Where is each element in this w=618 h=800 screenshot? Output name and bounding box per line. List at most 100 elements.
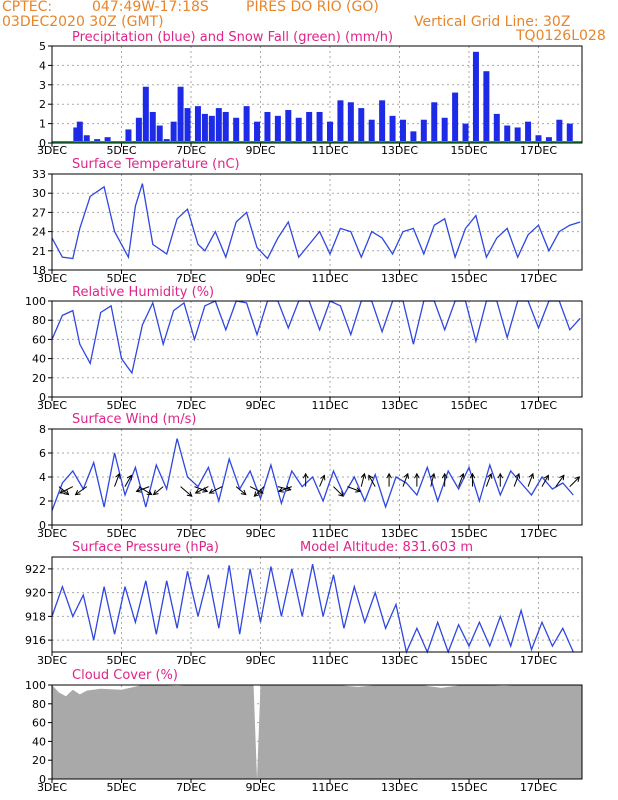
wind-arrow (135, 486, 150, 493)
precip-bar (83, 135, 90, 143)
cloud-area (52, 685, 582, 779)
wind-arrow (59, 486, 74, 494)
y-tick-label: 20 (32, 754, 46, 767)
y-tick-label: 30 (32, 187, 46, 200)
x-tick-label: 13DEC (381, 144, 418, 157)
x-tick-label: 13DEC (381, 654, 418, 667)
wind-arrow (74, 486, 88, 496)
series-line (51, 438, 574, 511)
precip-bar (556, 119, 563, 143)
precip-bar (184, 108, 191, 143)
y-tick-label: 6 (39, 447, 46, 460)
precip-bar (194, 106, 201, 143)
header-code: TQ0126L028 (516, 28, 606, 44)
x-tick-label: 5DEC (106, 272, 136, 285)
x-tick-label: 17DEC (520, 781, 557, 794)
precip-bar (525, 121, 532, 143)
precip-bar (441, 117, 448, 143)
y-tick-label: 1 (39, 118, 46, 131)
precip-bar (264, 111, 271, 143)
x-tick-label: 3DEC (37, 399, 67, 412)
header-source: CPTEC: (2, 0, 53, 15)
x-tick-label: 7DEC (176, 654, 206, 667)
x-tick-label: 7DEC (176, 272, 206, 285)
precip-bar (135, 117, 142, 143)
x-tick-label: 13DEC (381, 781, 418, 794)
precip-bar (368, 119, 375, 143)
y-tick-label: 100 (25, 679, 46, 692)
precip-bar (358, 108, 365, 143)
precip-bar (514, 127, 521, 143)
plot-frame (51, 173, 583, 271)
x-tick-label: 11DEC (311, 399, 348, 412)
precip-bar (243, 106, 250, 143)
series-line (51, 300, 581, 375)
precip-bar (399, 119, 406, 143)
x-tick-label: 7DEC (176, 781, 206, 794)
x-tick-label: 7DEC (176, 399, 206, 412)
precip-bar (431, 102, 438, 143)
precip-bar (545, 137, 552, 143)
series-line (51, 183, 581, 260)
x-tick-label: 11DEC (311, 272, 348, 285)
precip-bar (73, 127, 80, 143)
precip-bar (215, 108, 222, 143)
wind-arrow (569, 476, 581, 487)
x-tick-label: 9DEC (245, 781, 275, 794)
y-tick-label: 40 (32, 353, 46, 366)
wind-arrow (235, 486, 247, 496)
header-coords: 047:49W-17:18S (92, 0, 209, 15)
precip-bar (410, 131, 417, 143)
wind-arrow (194, 486, 209, 494)
x-tick-label: 15DEC (450, 399, 487, 412)
wind-arrow (152, 486, 164, 496)
y-tick-label: 27 (32, 206, 46, 219)
header-run: 03DEC2020 30Z (GMT) (2, 14, 164, 30)
x-tick-label: 9DEC (245, 144, 275, 157)
x-tick-label: 5DEC (106, 144, 136, 157)
x-tick-label: 5DEC (106, 654, 136, 667)
wind-arrow (277, 486, 292, 493)
x-tick-label: 3DEC (37, 272, 67, 285)
wind-arrow (208, 486, 223, 494)
wind-arrow (333, 486, 344, 497)
wind-arrow (441, 472, 448, 487)
panel-title: Cloud Cover (%) (72, 668, 178, 683)
x-tick-label: 9DEC (245, 272, 275, 285)
x-tick-label: 9DEC (245, 654, 275, 667)
x-tick-label: 13DEC (381, 272, 418, 285)
x-tick-label: 17DEC (520, 654, 557, 667)
panel-5: 0 20 40 60 80 100 3DEC 5DEC 7DEC 9DEC 11DEC 13DEC 15… (25, 668, 583, 794)
wind-arrow (527, 472, 535, 487)
x-tick-label: 11DEC (311, 654, 348, 667)
x-tick-label: 15DEC (450, 272, 487, 285)
wind-arrow (414, 472, 420, 487)
precip-bar (285, 110, 292, 143)
y-tick-label: 100 (25, 295, 46, 308)
precip-bar (177, 86, 184, 143)
y-tick-label: 33 (32, 168, 46, 181)
y-tick-label: 0 (39, 773, 46, 786)
wind-arrow (347, 486, 362, 493)
x-tick-label: 3DEC (37, 144, 67, 157)
y-tick-label: 4 (39, 471, 46, 484)
wind-arrow (138, 486, 153, 496)
wind-arrow (430, 472, 436, 487)
panel-title: Surface Temperature (nC) (72, 157, 240, 172)
precip-bar (254, 121, 261, 143)
precip-bar (327, 121, 333, 143)
y-tick-label: 60 (32, 717, 46, 730)
precip-bar (389, 115, 396, 143)
panel-annotation: Model Altitude: 831.603 m (300, 540, 473, 555)
wind-arrow (497, 472, 504, 487)
y-tick-label: 20 (32, 372, 46, 385)
y-tick-label: 920 (25, 587, 46, 600)
y-tick-label: 5 (39, 40, 46, 53)
x-tick-label: 15DEC (450, 781, 487, 794)
x-tick-label: 13DEC (381, 527, 418, 540)
plot-frame (51, 300, 583, 398)
panel-title: Relative Humidity (%) (72, 285, 214, 300)
y-tick-label: 0 (39, 519, 46, 532)
precip-bar (125, 129, 132, 143)
precip-bar (222, 111, 229, 143)
